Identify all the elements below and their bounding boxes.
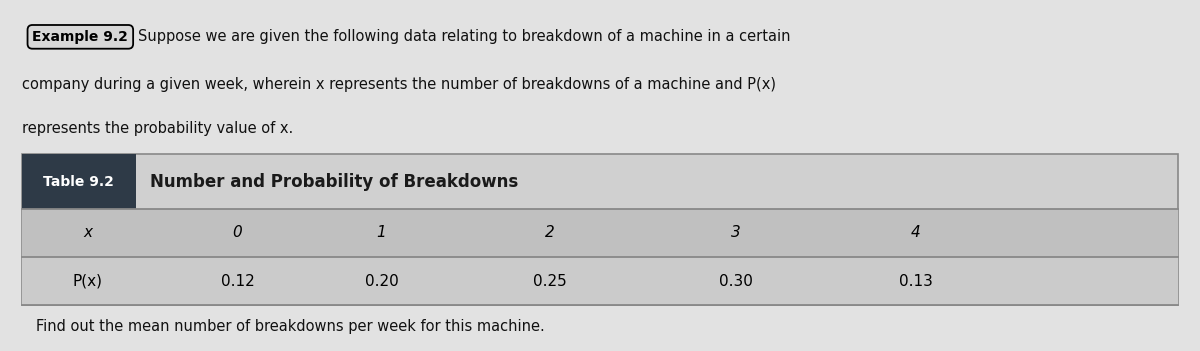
- Text: Suppose we are given the following data relating to breakdown of a machine in a : Suppose we are given the following data …: [138, 29, 791, 44]
- Text: 1: 1: [377, 225, 386, 240]
- Text: company during a given week, wherein x represents the number of breakdowns of a : company during a given week, wherein x r…: [22, 77, 775, 92]
- Text: 2: 2: [545, 225, 554, 240]
- Text: 0.20: 0.20: [365, 274, 398, 289]
- Text: 0.13: 0.13: [899, 274, 932, 289]
- Text: 0: 0: [233, 225, 242, 240]
- Text: represents the probability value of x.: represents the probability value of x.: [22, 121, 293, 135]
- Text: 0.30: 0.30: [719, 274, 752, 289]
- Text: 4: 4: [911, 225, 920, 240]
- Text: 0.12: 0.12: [221, 274, 254, 289]
- Text: 0.25: 0.25: [533, 274, 566, 289]
- Text: Find out the mean number of breakdowns per week for this machine.: Find out the mean number of breakdowns p…: [36, 319, 545, 334]
- Text: 3: 3: [731, 225, 740, 240]
- Text: P(x): P(x): [72, 274, 103, 289]
- Text: Example 9.2: Example 9.2: [32, 30, 128, 44]
- Text: Table 9.2: Table 9.2: [43, 175, 114, 188]
- Text: x: x: [83, 225, 92, 240]
- Text: Number and Probability of Breakdowns: Number and Probability of Breakdowns: [150, 173, 518, 191]
